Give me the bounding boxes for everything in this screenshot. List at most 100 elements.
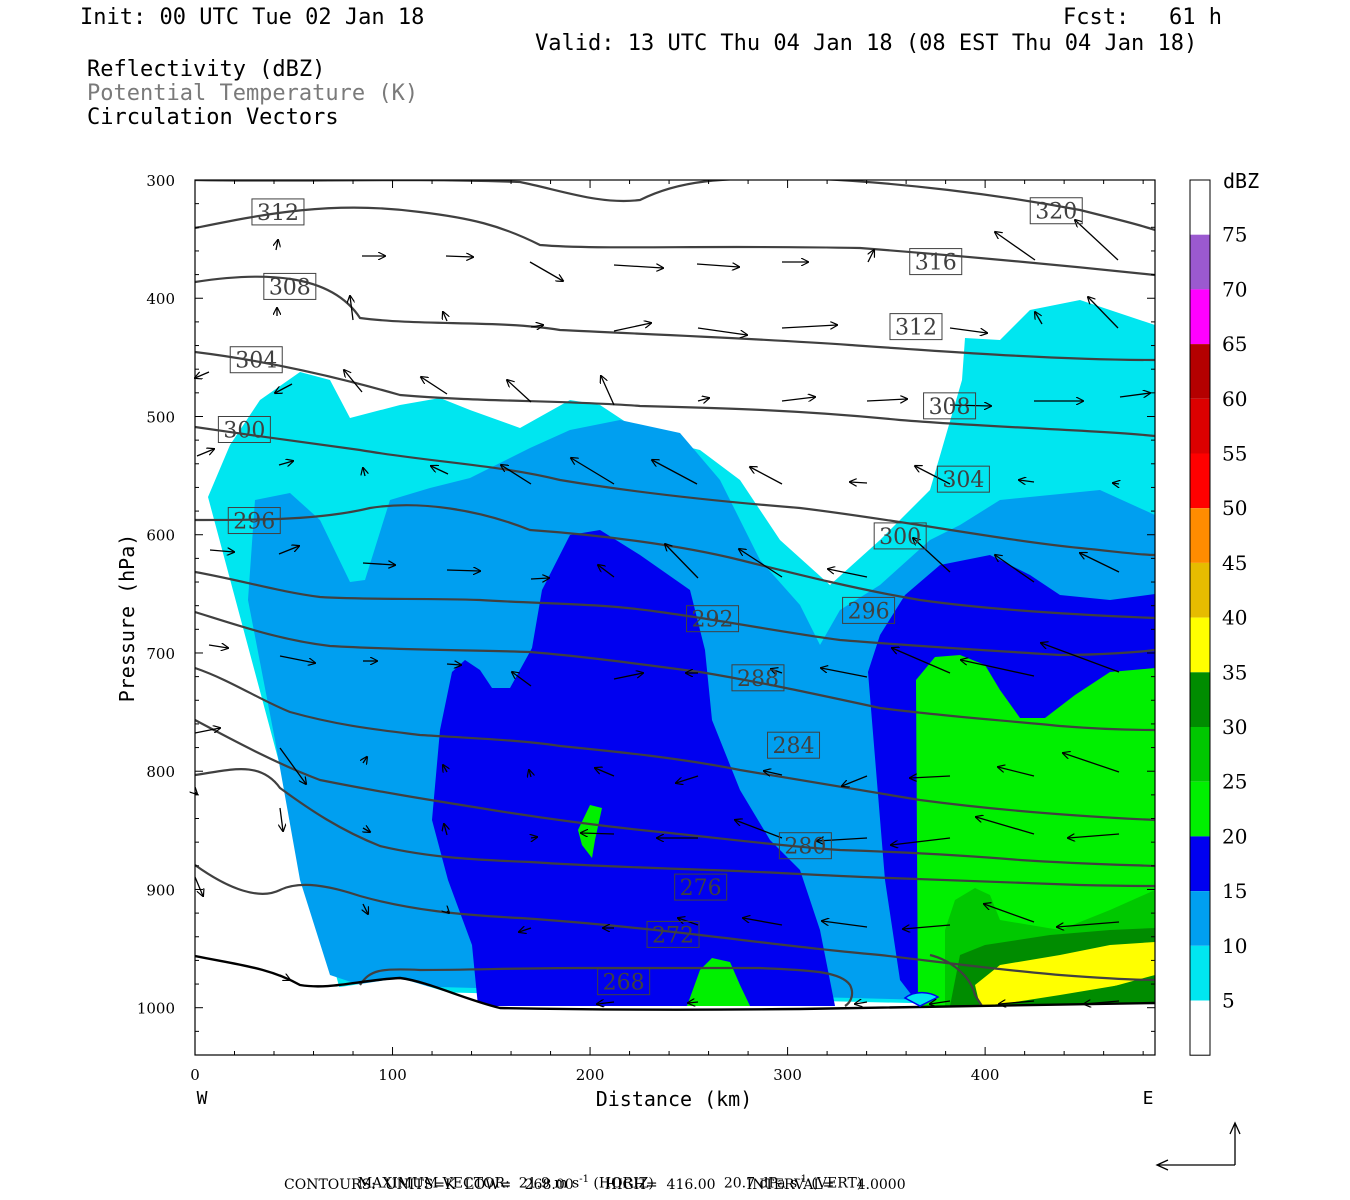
circulation-vector <box>507 380 532 403</box>
y-tick-label: 500 <box>146 408 175 426</box>
circulation-vector <box>676 775 699 783</box>
circulation-vector <box>344 370 363 393</box>
circulation-vector <box>995 555 1035 583</box>
circulation-vector <box>697 327 747 335</box>
circulation-vector <box>443 312 447 322</box>
legend-swatch <box>1190 672 1210 727</box>
valid-time: Valid: 13 UTC Thu 04 Jan 18 (08 EST Thu … <box>535 31 1198 56</box>
theta-label: 304 <box>229 346 283 374</box>
circulation-vector <box>1088 297 1119 329</box>
svg-text:292: 292 <box>692 608 734 633</box>
theta-label: 316 <box>909 248 963 276</box>
legend-level-label: 45 <box>1222 551 1247 575</box>
circulation-vector <box>781 325 837 328</box>
reflectivity-20dbz-cell-small <box>578 805 602 858</box>
legend-frame <box>1189 179 1211 1056</box>
theta-label: 280 <box>778 832 832 860</box>
circulation-vector <box>529 261 563 281</box>
circulation-vector <box>665 544 699 579</box>
legend-swatch <box>1190 891 1210 946</box>
circulation-vector <box>910 776 951 778</box>
circulation-vector <box>571 458 615 485</box>
plot-frame <box>194 179 1156 1056</box>
y-axis-title: Pressure (hPa) <box>115 534 139 703</box>
forecast-hour: Fcst: 61 h <box>1063 5 1222 30</box>
circulation-vector <box>781 397 815 401</box>
circulation-vector <box>363 757 367 763</box>
legend-level-label: 40 <box>1222 606 1247 630</box>
svg-text:308: 308 <box>269 275 311 300</box>
dbz-color-legend: 75 70 65 60 55 50 45 40 35 30 25 20 15 10 5 <box>1189 179 1247 1056</box>
svg-text:296: 296 <box>848 599 890 624</box>
init-time: Init: 00 UTC Tue 02 Jan 18 <box>80 5 425 30</box>
circulation-vector <box>421 377 448 395</box>
circulation-vector <box>868 250 874 263</box>
circulation-vector <box>194 728 220 734</box>
legend-swatch <box>1190 234 1210 290</box>
svg-text:296: 296 <box>233 510 275 535</box>
circulation-vector <box>892 648 951 674</box>
legend-level-label: 15 <box>1222 879 1247 903</box>
legend-swatch <box>1190 344 1210 399</box>
x-tick-label: 400 <box>971 1066 1000 1084</box>
legend-swatch <box>1190 836 1210 892</box>
svg-text:284: 284 <box>773 734 815 759</box>
terrain-mask <box>195 956 1155 1055</box>
svg-text:300: 300 <box>879 525 921 550</box>
theta-label: 288 <box>731 664 785 692</box>
circulation-vector <box>1063 753 1120 773</box>
circulation-vector <box>822 921 868 928</box>
y-tick-label: 900 <box>146 881 175 899</box>
theta-label: 300 <box>873 522 927 550</box>
circulation-vector <box>891 837 951 845</box>
field-potential-temperature: Potential Temperature (K) <box>87 81 419 106</box>
legend-swatch <box>1190 727 1210 782</box>
circulation-vector <box>350 296 353 321</box>
circulation-vector <box>208 645 228 648</box>
svg-text:308: 308 <box>929 395 971 420</box>
circulation-vector <box>279 747 306 784</box>
legend-level-label: 25 <box>1222 770 1247 794</box>
circulation-vector <box>447 911 449 913</box>
legend-swatch <box>1190 453 1210 509</box>
legend-level-label: 35 <box>1222 660 1247 684</box>
y-tick-label: 600 <box>146 527 175 545</box>
theta-label: 272 <box>646 920 700 948</box>
circulation-vector <box>209 550 234 552</box>
legend-level-label: 20 <box>1222 824 1247 848</box>
circulation-vector <box>531 837 537 838</box>
circulation-vector <box>771 669 783 673</box>
circulation-vector <box>363 828 370 832</box>
circulation-vector <box>995 232 1036 261</box>
circulation-vector <box>278 461 293 465</box>
field-circulation-vectors: Circulation Vectors <box>87 105 339 130</box>
svg-text:312: 312 <box>257 201 299 226</box>
svg-text:304: 304 <box>235 349 277 374</box>
theta-label: 308 <box>263 272 317 300</box>
theta-label: 296 <box>227 507 281 535</box>
reflectivity-20dbz-cell-center <box>687 958 750 1006</box>
reflectivity-30dbz-surface-band <box>990 978 1155 1006</box>
legend-level-label: 60 <box>1222 387 1247 411</box>
legend-swatch <box>1190 398 1210 454</box>
circulation-vector <box>613 673 643 680</box>
circulation-vector <box>601 376 615 406</box>
circulation-vector <box>764 771 783 775</box>
circulation-vector <box>697 398 709 401</box>
circulation-vector <box>999 1001 1035 1004</box>
theta-label: 268 <box>597 968 651 996</box>
legend-level-label: 50 <box>1222 496 1247 520</box>
circulation-vector <box>581 833 615 834</box>
y-tick-label: 1000 <box>137 1000 175 1018</box>
circulation-vector <box>1119 393 1150 397</box>
circulation-vector <box>842 775 868 786</box>
circulation-vector <box>696 264 739 267</box>
circulation-vector <box>363 468 365 477</box>
legend-swatch <box>1190 180 1210 235</box>
x-tick-label: 200 <box>576 1066 605 1084</box>
circulation-vector <box>444 824 447 836</box>
svg-text:268: 268 <box>603 971 645 996</box>
circulation-vector <box>530 325 543 327</box>
legend-level-label: 75 <box>1222 223 1247 247</box>
circulation-vector <box>519 928 532 932</box>
